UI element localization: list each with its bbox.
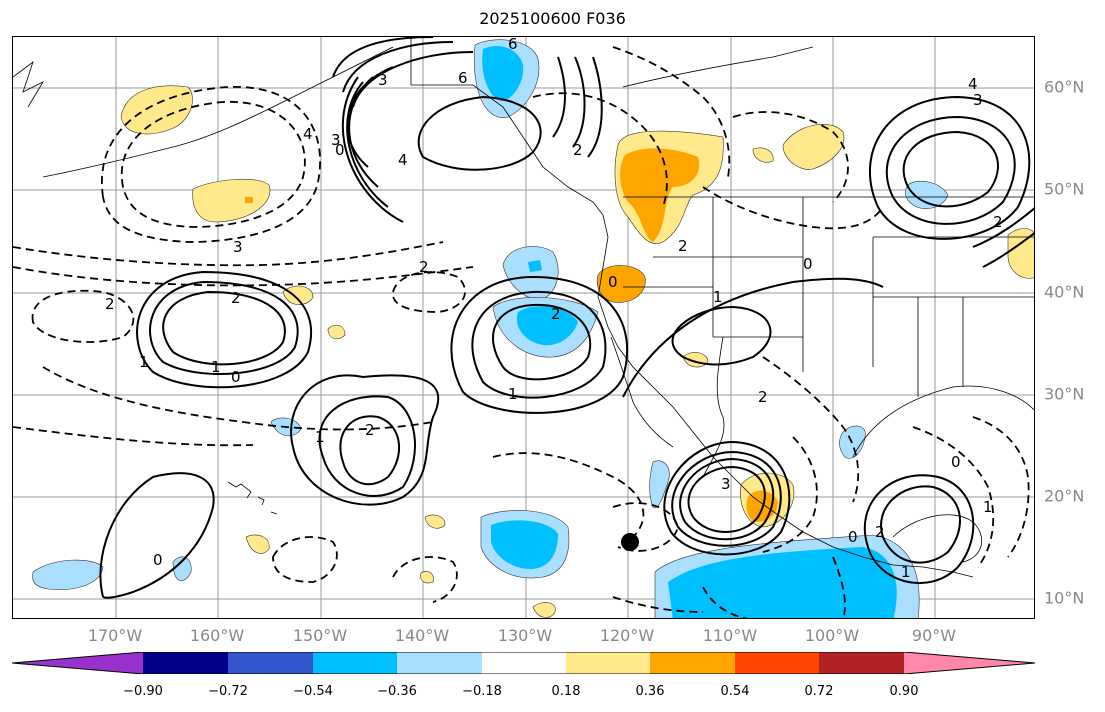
lon-label: 130°W bbox=[497, 626, 553, 645]
colorbar-tick-label: 0.36 bbox=[635, 684, 665, 699]
contour-label: 2 bbox=[105, 295, 115, 313]
contour-label: 2 bbox=[365, 421, 375, 439]
contour-label: 2 bbox=[993, 213, 1003, 231]
contour-label: 3 bbox=[721, 475, 731, 493]
lon-label: 160°W bbox=[189, 626, 245, 645]
contour-label: 3 bbox=[331, 131, 341, 149]
contour-label: 1 bbox=[315, 428, 325, 446]
contour-label: 3 bbox=[233, 238, 243, 256]
contour-label: 1 bbox=[713, 288, 723, 306]
colorbar-tick-label: −0.36 bbox=[377, 684, 417, 699]
map-panel: 6 3 4 3 6 0 4 2 3 2 2 0 1 2 1 0 1 2 2 1 … bbox=[12, 36, 1035, 619]
lon-label: 110°W bbox=[702, 626, 758, 645]
lon-label: 120°W bbox=[599, 626, 655, 645]
colorbar-segment bbox=[313, 652, 397, 674]
contour-label: 0 bbox=[608, 273, 618, 291]
colorbar-segment bbox=[735, 652, 819, 674]
lon-label: 150°W bbox=[292, 626, 348, 645]
contour-label: 0 bbox=[335, 141, 345, 159]
contour-label: 2 bbox=[678, 237, 688, 255]
colorbar-segment bbox=[482, 652, 566, 674]
contour-labels: 6 3 4 3 6 0 4 2 3 2 2 0 1 2 1 0 1 2 2 1 … bbox=[105, 37, 1003, 581]
lat-label: 10°N bbox=[1044, 588, 1085, 608]
colorbar-segment bbox=[819, 652, 904, 674]
contour-label: 1 bbox=[139, 353, 149, 371]
storm-center-marker bbox=[621, 533, 639, 551]
contour-label: 4 bbox=[968, 75, 978, 93]
contour-label: 0 bbox=[231, 368, 241, 386]
colorbar-segment bbox=[12, 652, 143, 674]
contour-label: 1 bbox=[983, 498, 993, 516]
contour-label: 1 bbox=[211, 358, 221, 376]
lat-label: 60°N bbox=[1044, 77, 1085, 97]
contour-label: 6 bbox=[458, 69, 468, 87]
contour-label: 0 bbox=[951, 453, 961, 471]
contour-label: 1 bbox=[901, 563, 911, 581]
colorbar-segment bbox=[904, 652, 1035, 674]
map-plot: 6 3 4 3 6 0 4 2 3 2 2 0 1 2 1 0 1 2 2 1 … bbox=[13, 37, 1034, 618]
colorbar bbox=[12, 652, 1035, 674]
contour-label: 4 bbox=[303, 125, 313, 143]
colorbar-segment bbox=[228, 652, 313, 674]
lat-label: 30°N bbox=[1044, 384, 1085, 404]
contour-label: 0 bbox=[848, 528, 858, 546]
colorbar-tick-label: 0.18 bbox=[551, 684, 581, 699]
shaded-field bbox=[32, 39, 1034, 618]
lat-label: 20°N bbox=[1044, 486, 1085, 506]
colorbar-tick-label: −0.18 bbox=[462, 684, 502, 699]
contour-label: 2 bbox=[419, 258, 429, 276]
contour-label: 2 bbox=[573, 141, 583, 159]
colorbar-tick-label: −0.54 bbox=[293, 684, 333, 699]
colorbar-tick-label: 0.72 bbox=[804, 684, 834, 699]
lon-label: 170°W bbox=[87, 626, 143, 645]
colorbar-tick-label: 0.54 bbox=[720, 684, 750, 699]
contour-label: 3 bbox=[973, 91, 983, 109]
contour-label: 3 bbox=[378, 71, 388, 89]
contour-label: 2 bbox=[551, 305, 561, 323]
colorbar-segment bbox=[143, 652, 228, 674]
coastlines bbox=[13, 37, 1034, 578]
map-title: 2025100600 F036 bbox=[479, 9, 626, 28]
lon-label: 140°W bbox=[394, 626, 450, 645]
contour-label: 2 bbox=[231, 289, 241, 307]
contour-label: 0 bbox=[153, 551, 163, 569]
lon-label: 90°W bbox=[911, 626, 957, 645]
lat-label: 40°N bbox=[1044, 282, 1085, 302]
lon-label: 100°W bbox=[804, 626, 860, 645]
contour-label: 4 bbox=[398, 151, 408, 169]
colorbar-tick-label: −0.90 bbox=[123, 684, 163, 699]
colorbar-segment bbox=[397, 652, 482, 674]
contour-label: 1 bbox=[508, 385, 518, 403]
colorbar-tick-label: −0.72 bbox=[208, 684, 248, 699]
contours bbox=[13, 37, 1034, 618]
graticule bbox=[13, 37, 1034, 618]
colorbar-segment bbox=[566, 652, 650, 674]
contour-label: 0 bbox=[803, 255, 813, 273]
contour-label: 6 bbox=[508, 37, 518, 53]
colorbar-tick-label: 0.90 bbox=[889, 684, 919, 699]
contour-label: 2 bbox=[758, 388, 768, 406]
lat-label: 50°N bbox=[1044, 179, 1085, 199]
contour-label: 2 bbox=[875, 523, 885, 541]
colorbar-segment bbox=[650, 652, 735, 674]
